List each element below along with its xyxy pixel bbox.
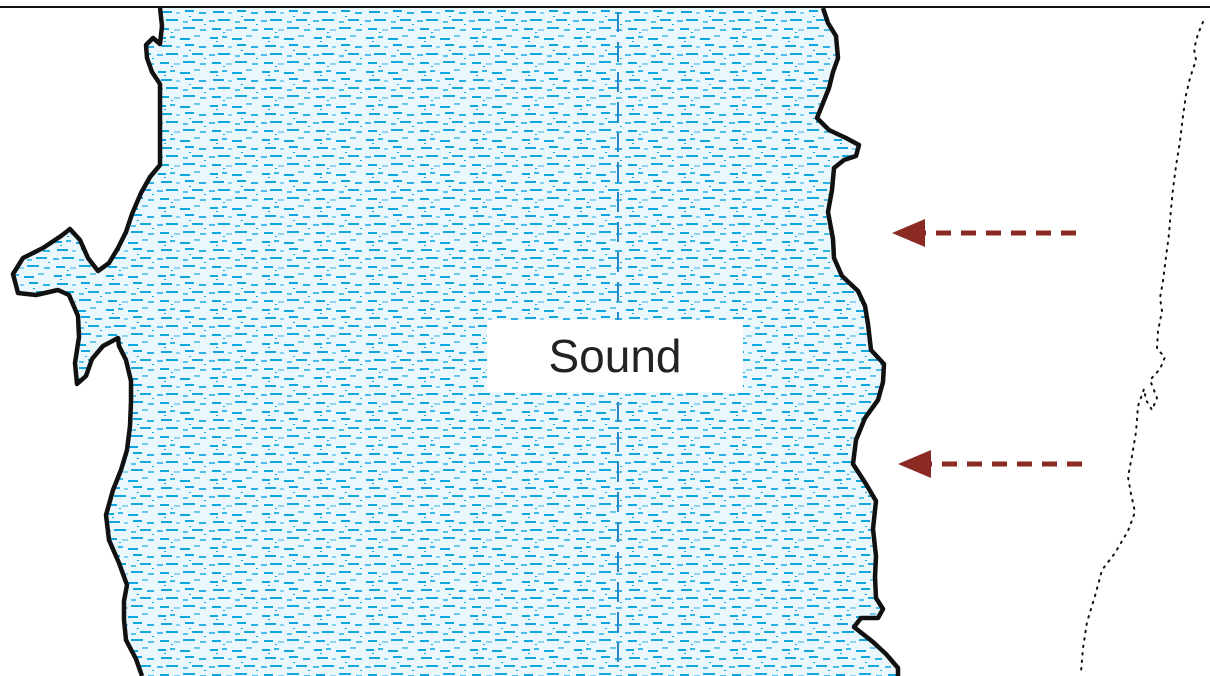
sound-label-box: Sound	[487, 320, 743, 392]
sound-shoreline-east	[814, 7, 901, 676]
sound-label: Sound	[548, 330, 682, 382]
current-arrow-upper	[892, 219, 1076, 247]
current-arrow-lower	[898, 450, 1082, 478]
current-arrow-lower-head	[898, 450, 931, 478]
sound-shoreline-west	[10, 7, 165, 676]
sound-water-body	[13, 8, 898, 676]
dotted-boundary-line	[1080, 21, 1204, 673]
current-arrow-upper-head	[892, 219, 925, 247]
